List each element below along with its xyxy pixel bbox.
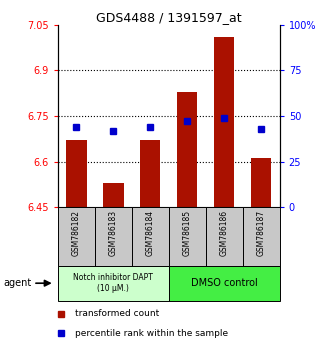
- Text: GSM786186: GSM786186: [220, 210, 229, 256]
- Bar: [169, 207, 206, 266]
- Bar: [103, 183, 123, 207]
- Bar: [177, 92, 198, 207]
- Bar: [95, 207, 132, 266]
- Bar: [58, 207, 95, 266]
- Bar: [169, 266, 280, 301]
- Text: GSM786183: GSM786183: [109, 210, 118, 256]
- Text: agent: agent: [3, 278, 31, 288]
- Text: transformed count: transformed count: [75, 309, 160, 318]
- Bar: [140, 140, 161, 207]
- Title: GDS4488 / 1391597_at: GDS4488 / 1391597_at: [96, 11, 242, 24]
- Text: GSM786182: GSM786182: [72, 210, 81, 256]
- Bar: [58, 266, 169, 301]
- Text: DMSO control: DMSO control: [191, 278, 258, 288]
- Bar: [214, 37, 234, 207]
- Bar: [66, 140, 87, 207]
- Text: GSM786187: GSM786187: [257, 210, 266, 256]
- Text: percentile rank within the sample: percentile rank within the sample: [75, 329, 228, 338]
- Bar: [206, 207, 243, 266]
- Bar: [243, 207, 280, 266]
- Bar: [132, 207, 169, 266]
- Text: GSM786184: GSM786184: [146, 210, 155, 256]
- Text: GSM786185: GSM786185: [183, 210, 192, 256]
- Bar: [251, 159, 271, 207]
- Text: Notch inhibitor DAPT
(10 μM.): Notch inhibitor DAPT (10 μM.): [73, 274, 153, 293]
